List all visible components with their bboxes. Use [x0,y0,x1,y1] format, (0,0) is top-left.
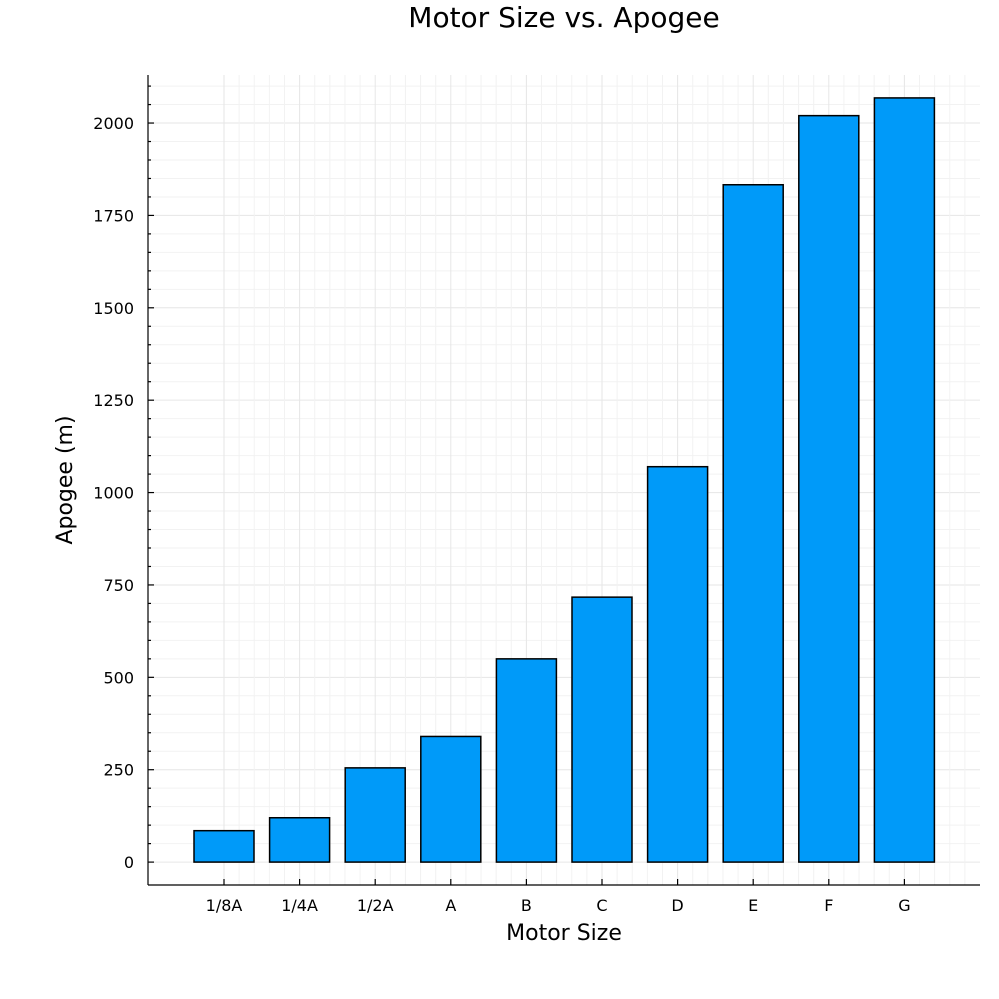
y-tick-label: 0 [124,853,134,872]
y-tick-label: 250 [103,761,134,780]
y-axis-label: Apogee (m) [53,415,78,544]
chart-title: Motor Size vs. Apogee [408,1,719,34]
x-tick-label: 1/2A [357,896,394,915]
x-tick-label: 1/4A [281,896,318,915]
x-tick-label: E [748,896,758,915]
bar-1/2A [344,767,406,863]
y-tick-label: 1250 [93,391,134,410]
y-tick-label: 1750 [93,206,134,225]
bar-E [722,183,784,863]
y-tick-label: 1000 [93,484,134,503]
x-ticks: 1/8A 1/4A 1/2A A B C D E F G [206,879,911,915]
y-tick-label: 1500 [93,299,134,318]
x-tick-label: F [824,896,833,915]
axes [147,75,980,886]
y-ticks: 0 250 500 750 1000 1250 1500 1750 2000 [93,85,154,872]
bar-B [495,658,558,863]
x-tick-label: B [521,896,532,915]
x-tick-label: G [898,896,910,915]
bars [193,97,936,863]
y-tick-label: 750 [103,576,134,595]
y-tick-label: 2000 [93,114,134,133]
bar-C [571,596,633,863]
bar-A [420,735,482,863]
x-tick-label: A [445,896,456,915]
x-tick-label: 1/8A [206,896,243,915]
bar-1/8A [193,829,255,863]
x-tick-label: D [671,896,683,915]
bar-G [873,97,936,863]
x-axis-label: Motor Size [506,921,622,946]
bar-F [798,114,860,863]
x-tick-label: C [596,896,607,915]
bar-D [646,465,709,863]
y-tick-label: 500 [103,668,134,687]
bar-1/4A [268,816,331,863]
